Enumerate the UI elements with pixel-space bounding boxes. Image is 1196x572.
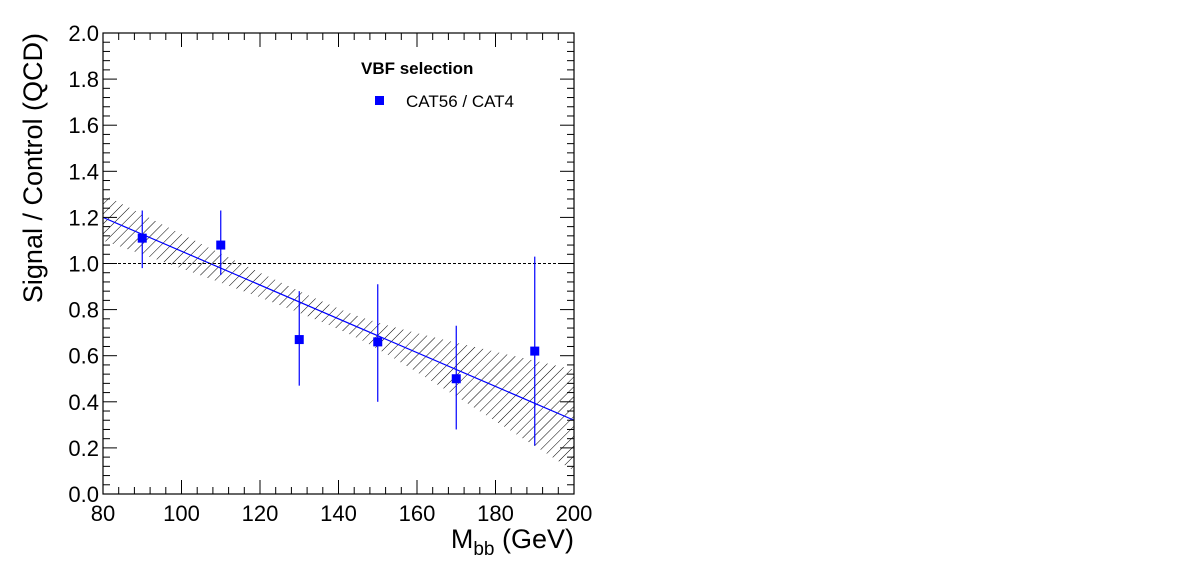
y-tick-label: 0.4 [68,390,99,415]
x-tick-label: 200 [556,501,593,526]
y-tick-label: 0.2 [68,436,99,461]
x-tick-label: 180 [477,501,514,526]
y-tick-label: 2.0 [68,21,99,46]
legend-entry-label: CAT56 / CAT4 [406,92,514,111]
data-points-layer [137,210,540,446]
x-tick-label: 80 [91,501,115,526]
data-point [137,233,147,243]
x-axis-title-main: M [451,524,474,554]
data-point [451,374,461,384]
legend-marker [375,96,384,105]
fit-line [103,216,574,421]
x-axis-title-unit: (GeV) [494,524,574,554]
y-tick-label: 1.6 [68,113,99,138]
data-point [530,346,540,356]
fit-uncertainty-band [103,194,574,471]
legend: VBF selection CAT56 / CAT4 [361,59,514,111]
legend-title: VBF selection [361,59,473,78]
x-axis-title-subscript: bb [473,539,494,560]
tick-layer: 80 100 120 140 160 180 200 0.0 0.2 0.4 0.6 0.8 1.0 1.… [68,21,592,526]
y-tick-label: 1.2 [68,205,99,230]
y-tick-label: 1.0 [68,252,99,277]
fit-line-layer [103,216,574,421]
y-tick-label: 0.8 [68,298,99,323]
y-tick-label: 0.6 [68,344,99,369]
data-point [373,337,383,347]
y-axis-title: Signal / Control (QCD) [18,33,48,303]
x-axis-title: Mbb (GeV) [451,524,574,560]
y-tick-label: 0.0 [68,482,99,507]
x-tick-label: 120 [242,501,279,526]
y-tick-label: 1.4 [68,159,99,184]
x-tick-label: 100 [163,501,200,526]
x-tick-label: 160 [399,501,436,526]
y-tick-label: 1.8 [68,67,99,92]
data-point [294,335,304,345]
fit-uncertainty-band-layer [103,194,574,471]
x-tick-label: 140 [320,501,357,526]
data-point [216,240,226,250]
